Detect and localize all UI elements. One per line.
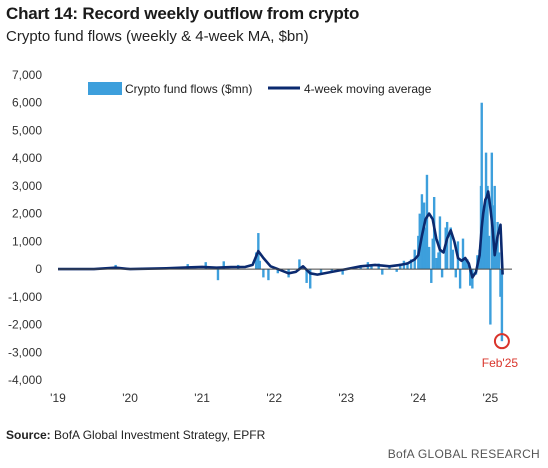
bar [484, 152, 488, 270]
bar [359, 266, 362, 270]
chart-title: Chart 14: Record weekly outflow from cry… [6, 4, 360, 23]
bar [496, 221, 499, 270]
y-tick-label: 1,000 [12, 234, 42, 248]
bar [422, 202, 426, 270]
bar [440, 269, 444, 278]
bar [469, 269, 472, 286]
y-tick-label: 5,000 [12, 123, 42, 137]
bar [254, 252, 258, 270]
bar [330, 269, 334, 272]
chart-plot: 7,000 6,000 5,000 4,000 3,000 2,000 1,000 0 -1,0… [8, 68, 519, 405]
bar [454, 269, 457, 278]
y-tick-label: 7,000 [12, 68, 42, 82]
bar [435, 258, 438, 270]
x-tick-label: '25 [483, 391, 499, 405]
source-label: Source: [6, 428, 51, 442]
bar [480, 102, 483, 270]
bar [216, 269, 220, 281]
bar [395, 269, 398, 272]
legend-label-bars: Crypto fund flows ($mn) [125, 82, 252, 96]
y-tick-label: 6,000 [12, 96, 42, 110]
y-tick-label: -3,000 [8, 345, 42, 359]
annotation-label: Feb'25 [482, 356, 519, 370]
bar [487, 235, 491, 270]
bar [489, 269, 492, 325]
bar [463, 259, 467, 270]
bar [262, 269, 265, 278]
bar [222, 261, 225, 270]
bar [267, 269, 270, 281]
bar [481, 219, 485, 270]
legend-swatch-bars [88, 82, 122, 95]
y-tick-label: 0 [35, 262, 42, 276]
bar [381, 269, 384, 275]
bar [438, 216, 442, 270]
bar [370, 264, 373, 270]
bar [461, 238, 465, 270]
bar [319, 269, 323, 275]
bar [427, 246, 431, 270]
y-tick-label: -2,000 [8, 318, 42, 332]
bar [497, 252, 501, 270]
bar [309, 269, 312, 289]
bar [341, 269, 344, 275]
bar [493, 185, 496, 270]
bar [424, 227, 427, 270]
publisher-credit: BofA GLOBAL RESEARCH [387, 447, 540, 461]
bar [204, 262, 207, 270]
moving-average-line [58, 190, 504, 279]
bar [425, 174, 429, 270]
bar [430, 269, 433, 283]
x-tick-label: '19 [50, 391, 66, 405]
bar [399, 263, 402, 270]
bar [437, 252, 440, 270]
bar [449, 227, 452, 270]
bar [388, 266, 391, 270]
bar [276, 269, 279, 274]
annotation-circle [493, 333, 510, 350]
source-text: BofA Global Investment Strategy, EPFR [54, 428, 266, 442]
y-tick-label: -4,000 [8, 373, 42, 387]
bar [258, 260, 261, 270]
y-tick-label: 3,000 [12, 179, 42, 193]
bar [486, 185, 489, 270]
x-tick-label: '24 [410, 391, 426, 405]
bar [298, 259, 301, 270]
bar [406, 262, 409, 270]
bar [471, 269, 474, 289]
x-tick-label: '20 [122, 391, 138, 405]
y-tick-label: -1,000 [8, 290, 42, 304]
x-tick-label: '22 [266, 391, 282, 405]
bar [445, 221, 449, 270]
x-tick-label: '21 [194, 391, 210, 405]
chart-subtitle: Crypto fund flows (weekly & 4-week MA, $… [6, 28, 309, 45]
bar [483, 205, 486, 270]
source-note: Source: BofA Global Investment Strategy,… [6, 428, 265, 442]
bar [431, 238, 434, 270]
bar [409, 259, 413, 270]
bar [451, 249, 455, 270]
legend-label-line: 4-week moving average [304, 82, 432, 96]
bar [500, 269, 504, 342]
bar [458, 269, 462, 289]
bar [499, 269, 502, 297]
bar [305, 269, 308, 283]
x-tick-label: '23 [338, 391, 354, 405]
y-tick-label: 2,000 [12, 207, 42, 221]
bar [466, 259, 469, 270]
y-tick-label: 4,000 [12, 151, 42, 165]
bar [494, 241, 498, 270]
